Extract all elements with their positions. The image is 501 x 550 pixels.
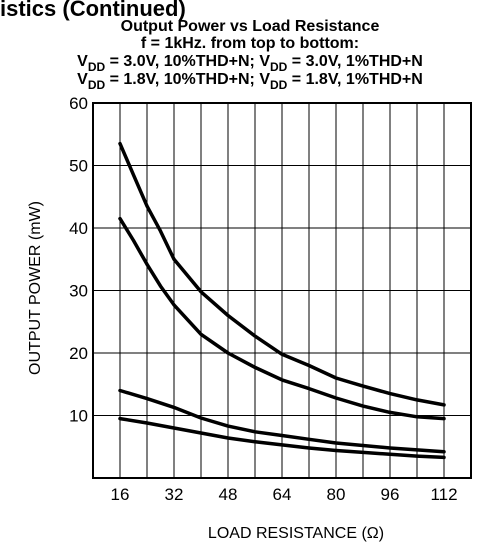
x-tick-label: 80 bbox=[327, 485, 346, 504]
plot-frame bbox=[92, 102, 472, 479]
series-line-2 bbox=[118, 216, 446, 421]
chart-subtitle: f = 1kHz. from top to bottom: bbox=[141, 35, 359, 52]
x-tick-label: 16 bbox=[111, 485, 130, 504]
x-tick-label: 32 bbox=[165, 485, 184, 504]
legend-line-1: VDD = 3.0V, 10%THD+N; VDD = 3.0V, 1%THD+… bbox=[77, 53, 423, 74]
y-tick-label: 60 bbox=[69, 94, 88, 113]
series-line-3 bbox=[118, 388, 446, 454]
x-tick-label: 96 bbox=[381, 485, 400, 504]
y-tick-label: 40 bbox=[69, 219, 88, 238]
x-tick-label: 64 bbox=[273, 485, 292, 504]
x-tick-labels: 16 32 48 64 80 96 112 bbox=[111, 485, 458, 504]
y-tick-label: 30 bbox=[69, 282, 88, 301]
section-heading: istics (Continued) bbox=[0, 0, 186, 21]
x-tick-label: 48 bbox=[219, 485, 238, 504]
legend-line-2: VDD = 1.8V, 10%THD+N; VDD = 1.8V, 1%THD+… bbox=[77, 71, 423, 92]
series-line-1 bbox=[118, 141, 446, 407]
x-tick-label: 112 bbox=[430, 485, 457, 504]
series-lines bbox=[118, 141, 446, 460]
chart-title: Output Power vs Load Resistance bbox=[121, 18, 380, 35]
y-tick-label: 50 bbox=[69, 157, 88, 176]
y-tick-labels: 10 20 30 40 50 60 bbox=[69, 94, 88, 426]
x-axis-label: LOAD RESISTANCE (Ω) bbox=[208, 525, 384, 542]
y-axis-label: OUTPUT POWER (mW) bbox=[27, 201, 44, 375]
y-tick-label: 20 bbox=[69, 344, 88, 363]
series-line-4 bbox=[118, 416, 446, 460]
y-tick-label: 10 bbox=[69, 407, 88, 426]
